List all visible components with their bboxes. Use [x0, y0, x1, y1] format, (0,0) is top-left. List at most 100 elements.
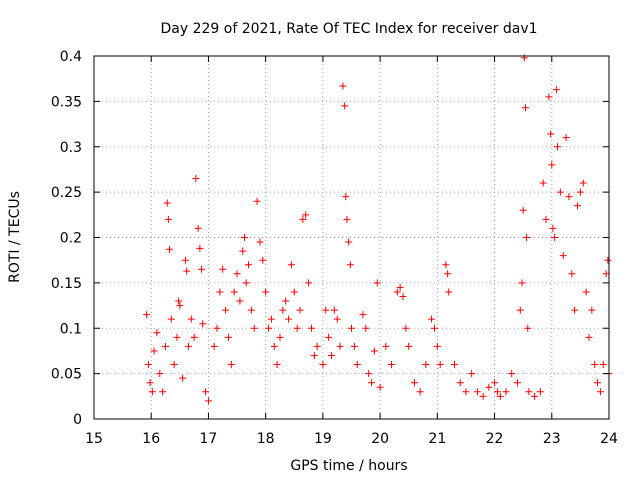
data-point [299, 215, 307, 223]
data-point [359, 311, 367, 319]
data-point [346, 261, 354, 269]
data-point [479, 392, 487, 400]
data-point [591, 361, 599, 369]
data-point [273, 361, 281, 369]
data-point [173, 333, 181, 341]
data-point [405, 342, 413, 350]
data-point [524, 324, 532, 332]
data-point [336, 342, 344, 350]
x-tick-label: 20 [371, 431, 389, 447]
x-tick-label: 18 [257, 431, 275, 447]
data-point [596, 388, 604, 396]
data-point [164, 215, 172, 223]
data-point [330, 306, 338, 314]
data-point [204, 397, 212, 405]
data-points [143, 54, 613, 405]
data-point [382, 342, 390, 350]
data-point [144, 361, 152, 369]
data-point [513, 379, 521, 387]
data-point [202, 388, 210, 396]
data-point [525, 388, 533, 396]
data-point [285, 315, 293, 323]
data-point [282, 297, 290, 305]
data-point [293, 324, 301, 332]
x-tick-label: 17 [200, 431, 218, 447]
data-point [342, 193, 350, 201]
data-point [163, 199, 171, 207]
data-point [520, 54, 528, 62]
data-point [399, 292, 407, 300]
data-point [365, 370, 373, 378]
data-point [302, 211, 310, 219]
data-point [305, 279, 313, 287]
data-point [179, 374, 187, 382]
chart-title: Day 229 of 2021, Rate Of TEC Index for r… [160, 21, 537, 37]
data-point [242, 279, 250, 287]
data-point [198, 265, 206, 273]
data-point [259, 256, 267, 264]
data-point [194, 224, 202, 232]
data-point [307, 324, 315, 332]
data-point [402, 324, 410, 332]
y-tick-label: 0.15 [51, 276, 82, 292]
data-point [588, 306, 596, 314]
data-point [150, 347, 158, 355]
data-point [433, 342, 441, 350]
data-point [516, 306, 524, 314]
data-point [345, 238, 353, 246]
data-point [473, 388, 481, 396]
data-point [519, 206, 527, 214]
data-point [239, 247, 247, 255]
x-tick-label: 16 [142, 431, 160, 447]
data-point [539, 179, 547, 187]
data-point [393, 288, 401, 296]
data-point [313, 342, 321, 350]
data-point [227, 361, 235, 369]
data-point [428, 315, 436, 323]
data-point [322, 306, 330, 314]
y-axis-label: ROTI / TECUs [7, 191, 23, 283]
data-point [327, 351, 335, 359]
data-point [319, 361, 327, 369]
data-point [233, 270, 241, 278]
data-point [410, 379, 418, 387]
data-point [341, 102, 349, 110]
data-point [262, 288, 270, 296]
data-point [542, 215, 550, 223]
data-point [279, 306, 287, 314]
data-point [445, 288, 453, 296]
y-tick-label: 0.1 [60, 321, 82, 337]
data-point [559, 252, 567, 260]
y-tick-label: 0.25 [51, 185, 82, 201]
data-point [554, 143, 561, 151]
data-point [491, 379, 499, 387]
data-point [548, 161, 556, 169]
x-tick-label: 23 [543, 431, 561, 447]
y-tick-label: 0 [73, 412, 82, 428]
data-point [468, 370, 476, 378]
data-point [362, 324, 370, 332]
data-point [442, 261, 450, 269]
y-axis-ticks: 0 0.05 0.1 0.15 0.2 0.25 0.3 0.35 0.4 [51, 49, 609, 428]
data-point [343, 215, 351, 223]
data-point [182, 256, 190, 264]
data-point [290, 288, 298, 296]
data-point [240, 234, 248, 241]
data-point [536, 388, 544, 396]
data-point [496, 392, 504, 400]
data-point [148, 388, 156, 396]
y-tick-label: 0.4 [60, 49, 82, 65]
data-point [436, 361, 444, 369]
data-point [146, 379, 154, 387]
data-point [547, 130, 555, 138]
y-tick-label: 0.2 [60, 231, 82, 247]
data-point [579, 179, 587, 187]
data-point [571, 306, 579, 314]
data-point [196, 244, 204, 252]
data-point [549, 224, 557, 232]
data-point [388, 361, 396, 369]
data-point [531, 392, 539, 400]
data-point [585, 333, 593, 341]
data-point [199, 320, 207, 328]
data-point [551, 234, 559, 241]
